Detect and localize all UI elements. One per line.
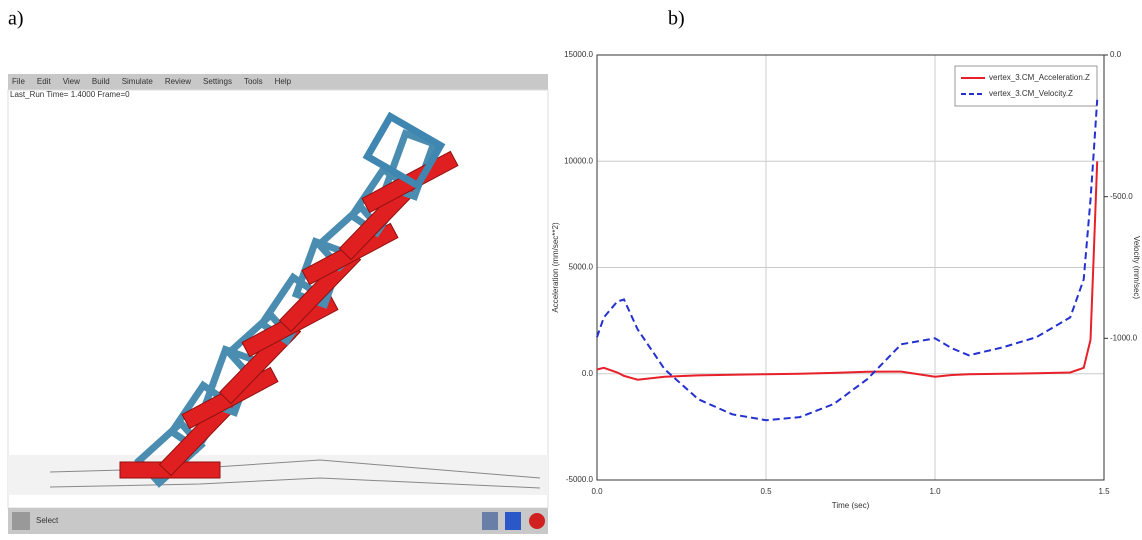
y2-tick-label: -1000.0 xyxy=(1110,333,1138,342)
menu-item[interactable]: Simulate xyxy=(122,77,154,86)
menu-item[interactable]: Tools xyxy=(244,77,263,86)
screenshot: File Edit View Build Simulate Review Settings T… xyxy=(8,74,548,534)
ground xyxy=(8,455,548,495)
y-tick-label: 10000.0 xyxy=(564,156,593,165)
x-tick-label: 1.0 xyxy=(929,487,941,496)
y-tick-label: 0.0 xyxy=(582,369,594,378)
legend-label: vertex_3.CM_Acceleration.Z xyxy=(989,73,1090,82)
x-tick-label: 0.5 xyxy=(760,487,772,496)
menu-item[interactable]: View xyxy=(63,77,80,86)
status-text: Select xyxy=(36,516,59,525)
status-bar xyxy=(8,508,548,534)
info-icon[interactable] xyxy=(505,512,521,530)
menu-item[interactable]: Help xyxy=(275,77,292,86)
status-line: Last_Run Time= 1.4000 Frame=0 xyxy=(10,90,130,99)
y-tick-label: 15000.0 xyxy=(564,50,593,59)
x-axis-label: Time (sec) xyxy=(832,501,870,510)
panel-label: a) xyxy=(8,8,24,30)
x-tick-label: 0.0 xyxy=(591,487,603,496)
menu-item[interactable]: Build xyxy=(92,77,110,86)
y-tick-label: -5000.0 xyxy=(566,475,594,484)
tool-icon[interactable] xyxy=(12,512,30,530)
y2-axis-label: Velocity (mm/sec) xyxy=(1132,236,1141,299)
chart: 0.0 0.5 1.0 1.5 -5000.0 0.0 5000.0 10000.0 15000… xyxy=(551,50,1141,510)
page: a) b) File Edit View Build Simulate Review Set… xyxy=(0,0,1142,540)
menu-item[interactable]: Edit xyxy=(37,77,52,86)
menu-item[interactable]: Review xyxy=(165,77,191,86)
legend xyxy=(955,66,1097,106)
stop-icon[interactable] xyxy=(529,513,545,529)
legend-label: vertex_3.CM_Velocity.Z xyxy=(989,89,1073,98)
panel-label: b) xyxy=(668,8,685,30)
y-axis-label: Acceleration (mm/sec**2) xyxy=(551,222,560,313)
series-line xyxy=(597,161,1097,379)
x-tick-label: 1.5 xyxy=(1098,487,1110,496)
tool-icon[interactable] xyxy=(482,512,498,530)
y-tick-label: 5000.0 xyxy=(569,263,594,272)
figure: a) b) File Edit View Build Simulate Review Set… xyxy=(0,0,1142,535)
menu-item[interactable]: Settings xyxy=(203,77,232,86)
y2-tick-label: -500.0 xyxy=(1110,192,1133,201)
y2-tick-label: 0.0 xyxy=(1110,50,1122,59)
menu-item[interactable]: File xyxy=(12,77,25,86)
